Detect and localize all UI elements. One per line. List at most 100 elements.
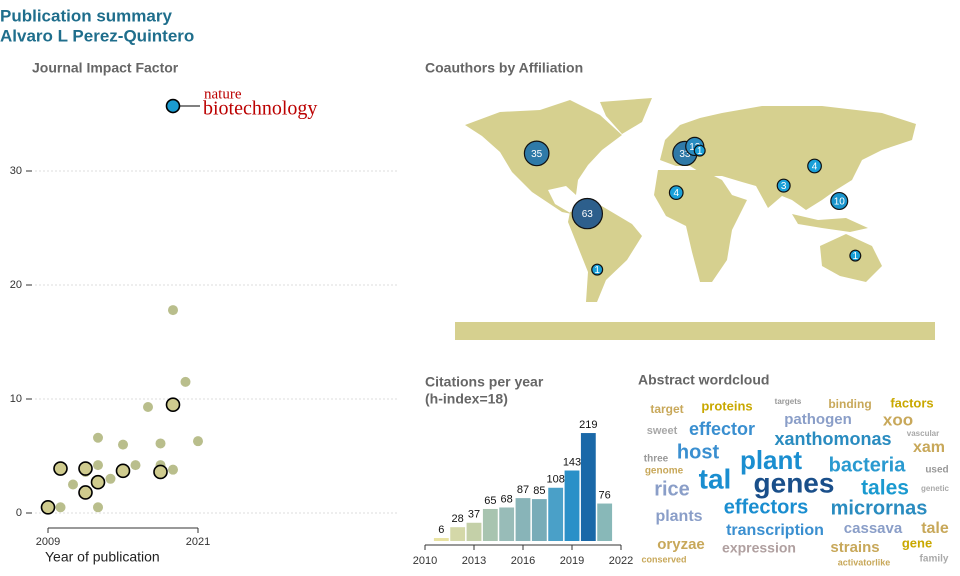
word: tale (921, 520, 949, 537)
point (93, 460, 103, 471)
word: rice (654, 478, 690, 500)
x-axis-label: Year of publication (45, 549, 160, 565)
y-tick-label: 10 (10, 393, 22, 405)
bar-label: 87 (517, 484, 529, 496)
bar (597, 503, 613, 541)
word: xam (913, 439, 945, 456)
bar-title: Citations per year (425, 374, 544, 390)
greenland (600, 98, 652, 134)
point (55, 502, 66, 513)
point (143, 401, 153, 412)
bar (564, 470, 580, 541)
bar-label: 28 (452, 513, 464, 525)
point (155, 438, 166, 449)
bubble-label: 63 (582, 209, 594, 220)
bubble-label: 4 (812, 162, 818, 173)
bubble (571, 197, 604, 230)
bubble-label: 4 (673, 188, 679, 199)
word: tales (861, 477, 909, 500)
bar-label: 85 (533, 485, 545, 497)
word: cassava (844, 520, 903, 537)
point (68, 479, 78, 490)
bar-label: 108 (546, 474, 564, 486)
word: factors (890, 395, 933, 410)
page-title: Publication summary (0, 6, 172, 25)
word: genetic (921, 484, 950, 493)
point (193, 436, 203, 447)
point (93, 502, 103, 513)
annotation: nature (204, 86, 242, 102)
bar-label: 37 (468, 509, 480, 521)
bubble (693, 144, 706, 157)
point (93, 432, 103, 443)
word: bacteria (829, 454, 907, 476)
point (118, 439, 128, 450)
bar (450, 527, 466, 541)
bar (433, 538, 449, 541)
map-title: Coauthors by Affiliation (425, 60, 583, 76)
word: effectors (724, 496, 808, 518)
word: effector (689, 419, 755, 439)
point (165, 98, 181, 114)
bubble-label: 1 (594, 265, 600, 276)
y-tick-label: 20 (10, 279, 22, 291)
bar (515, 498, 531, 541)
bar (548, 487, 564, 541)
point (153, 464, 168, 480)
word: binding (828, 397, 871, 411)
wordcloud-title: Abstract wordcloud (638, 372, 769, 388)
word: vascular (907, 429, 939, 438)
word: micrornas (831, 497, 928, 519)
antarctica (455, 322, 935, 340)
bubble-label: 1 (697, 146, 703, 157)
point (53, 461, 68, 476)
word: tal (699, 463, 732, 494)
x-tick-label: 2010 (413, 555, 437, 567)
word: genes (754, 467, 835, 498)
bar (580, 433, 596, 541)
word: targets (775, 397, 802, 406)
word: plants (655, 508, 702, 525)
bubble-label: 10 (834, 197, 846, 208)
point (168, 305, 178, 316)
word: xanthomonas (774, 429, 891, 449)
word: target (650, 402, 683, 416)
x-tick-label: 2022 (609, 555, 633, 567)
bubble-label: 33 (679, 149, 691, 160)
bar (531, 499, 547, 541)
point (165, 397, 181, 413)
point (115, 463, 131, 479)
word: three (644, 454, 669, 465)
word: host (677, 441, 720, 463)
word: oryzae (657, 536, 705, 553)
point (168, 464, 178, 475)
point (90, 474, 106, 490)
word: used (925, 465, 948, 476)
world-map (455, 98, 935, 340)
bar-label: 6 (438, 524, 444, 536)
y-tick-label: 30 (10, 165, 22, 177)
bubble-label: 35 (531, 149, 543, 160)
bar-label: 143 (563, 456, 581, 468)
point (180, 376, 191, 387)
word: transcription (726, 522, 824, 539)
bubble (849, 249, 862, 262)
x-tick-label: 2019 (560, 555, 584, 567)
bubble (591, 263, 604, 276)
bubble (668, 185, 684, 201)
bubble (523, 140, 550, 167)
bubble (776, 178, 791, 193)
bar-label: 68 (501, 493, 513, 505)
x-tick-label: 2016 (511, 555, 535, 567)
bubble-label: 1 (853, 251, 859, 262)
word: xoo (883, 410, 913, 429)
point (78, 461, 93, 476)
word: activatorlike (838, 557, 891, 567)
word: proteins (701, 398, 752, 413)
word: sweet (647, 425, 678, 437)
africa (654, 170, 747, 282)
x-tick-label: 2009 (36, 536, 60, 548)
y-tick-label: 0 (16, 507, 22, 519)
x-tick-label: 2021 (186, 536, 210, 548)
